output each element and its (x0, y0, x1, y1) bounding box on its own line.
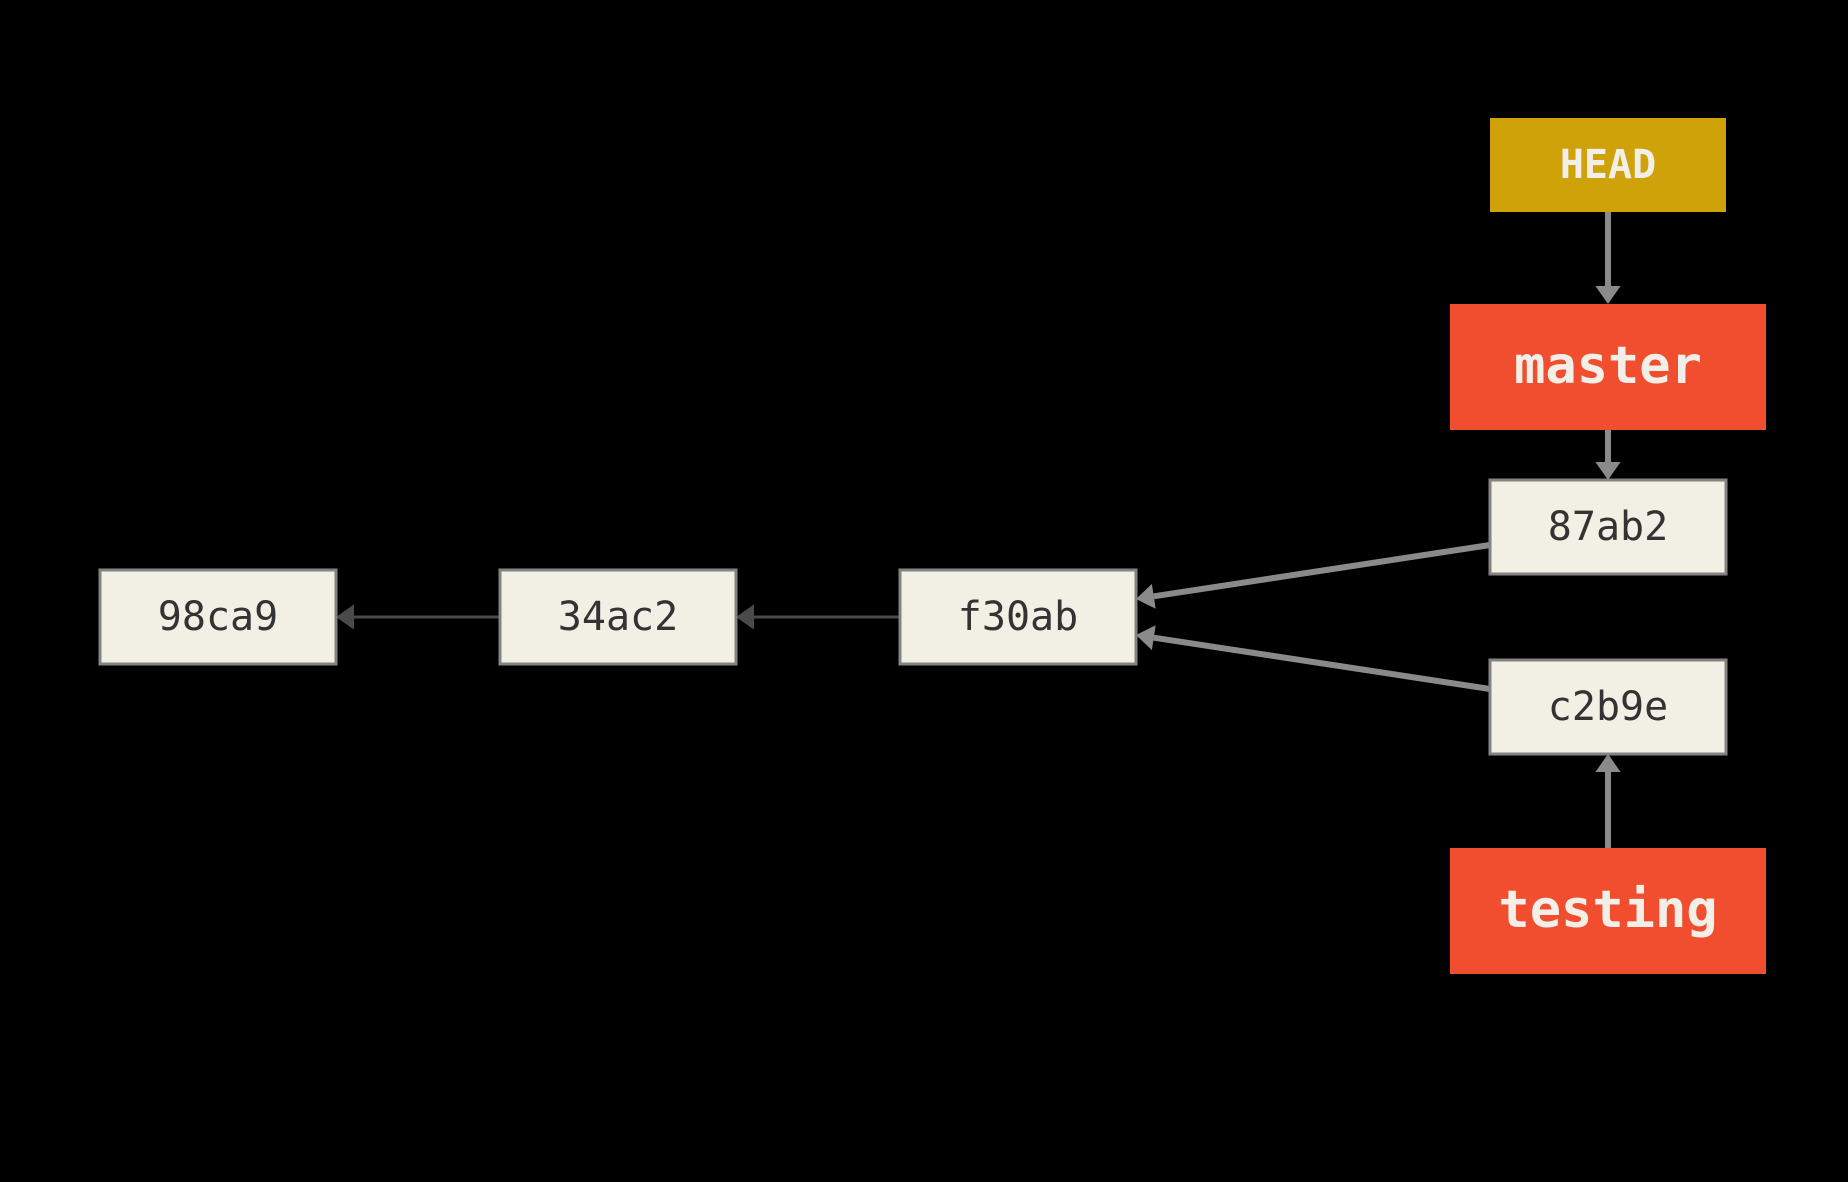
node-c_c2b9e: c2b9e (1490, 660, 1726, 754)
node-testing: testing (1450, 848, 1766, 974)
node-c_98ca9: 98ca9 (100, 570, 336, 664)
git-diagram: HEAD master 87ab2 c2b9e testing f30ab 34ac2 98c… (0, 0, 1848, 1182)
node-head: HEAD (1490, 118, 1726, 212)
node-testing-label: testing (1498, 880, 1717, 940)
node-master-label: master (1514, 336, 1702, 396)
node-c_f30ab-label: f30ab (958, 594, 1078, 640)
node-head-label: HEAD (1560, 142, 1656, 188)
node-c_98ca9-label: 98ca9 (158, 594, 278, 640)
node-c_34ac2-label: 34ac2 (558, 594, 678, 640)
node-c_f30ab: f30ab (900, 570, 1136, 664)
node-c_c2b9e-label: c2b9e (1548, 684, 1668, 730)
node-c_34ac2: 34ac2 (500, 570, 736, 664)
node-c_87ab2: 87ab2 (1490, 480, 1726, 574)
node-c_87ab2-label: 87ab2 (1548, 504, 1668, 550)
node-master: master (1450, 304, 1766, 430)
